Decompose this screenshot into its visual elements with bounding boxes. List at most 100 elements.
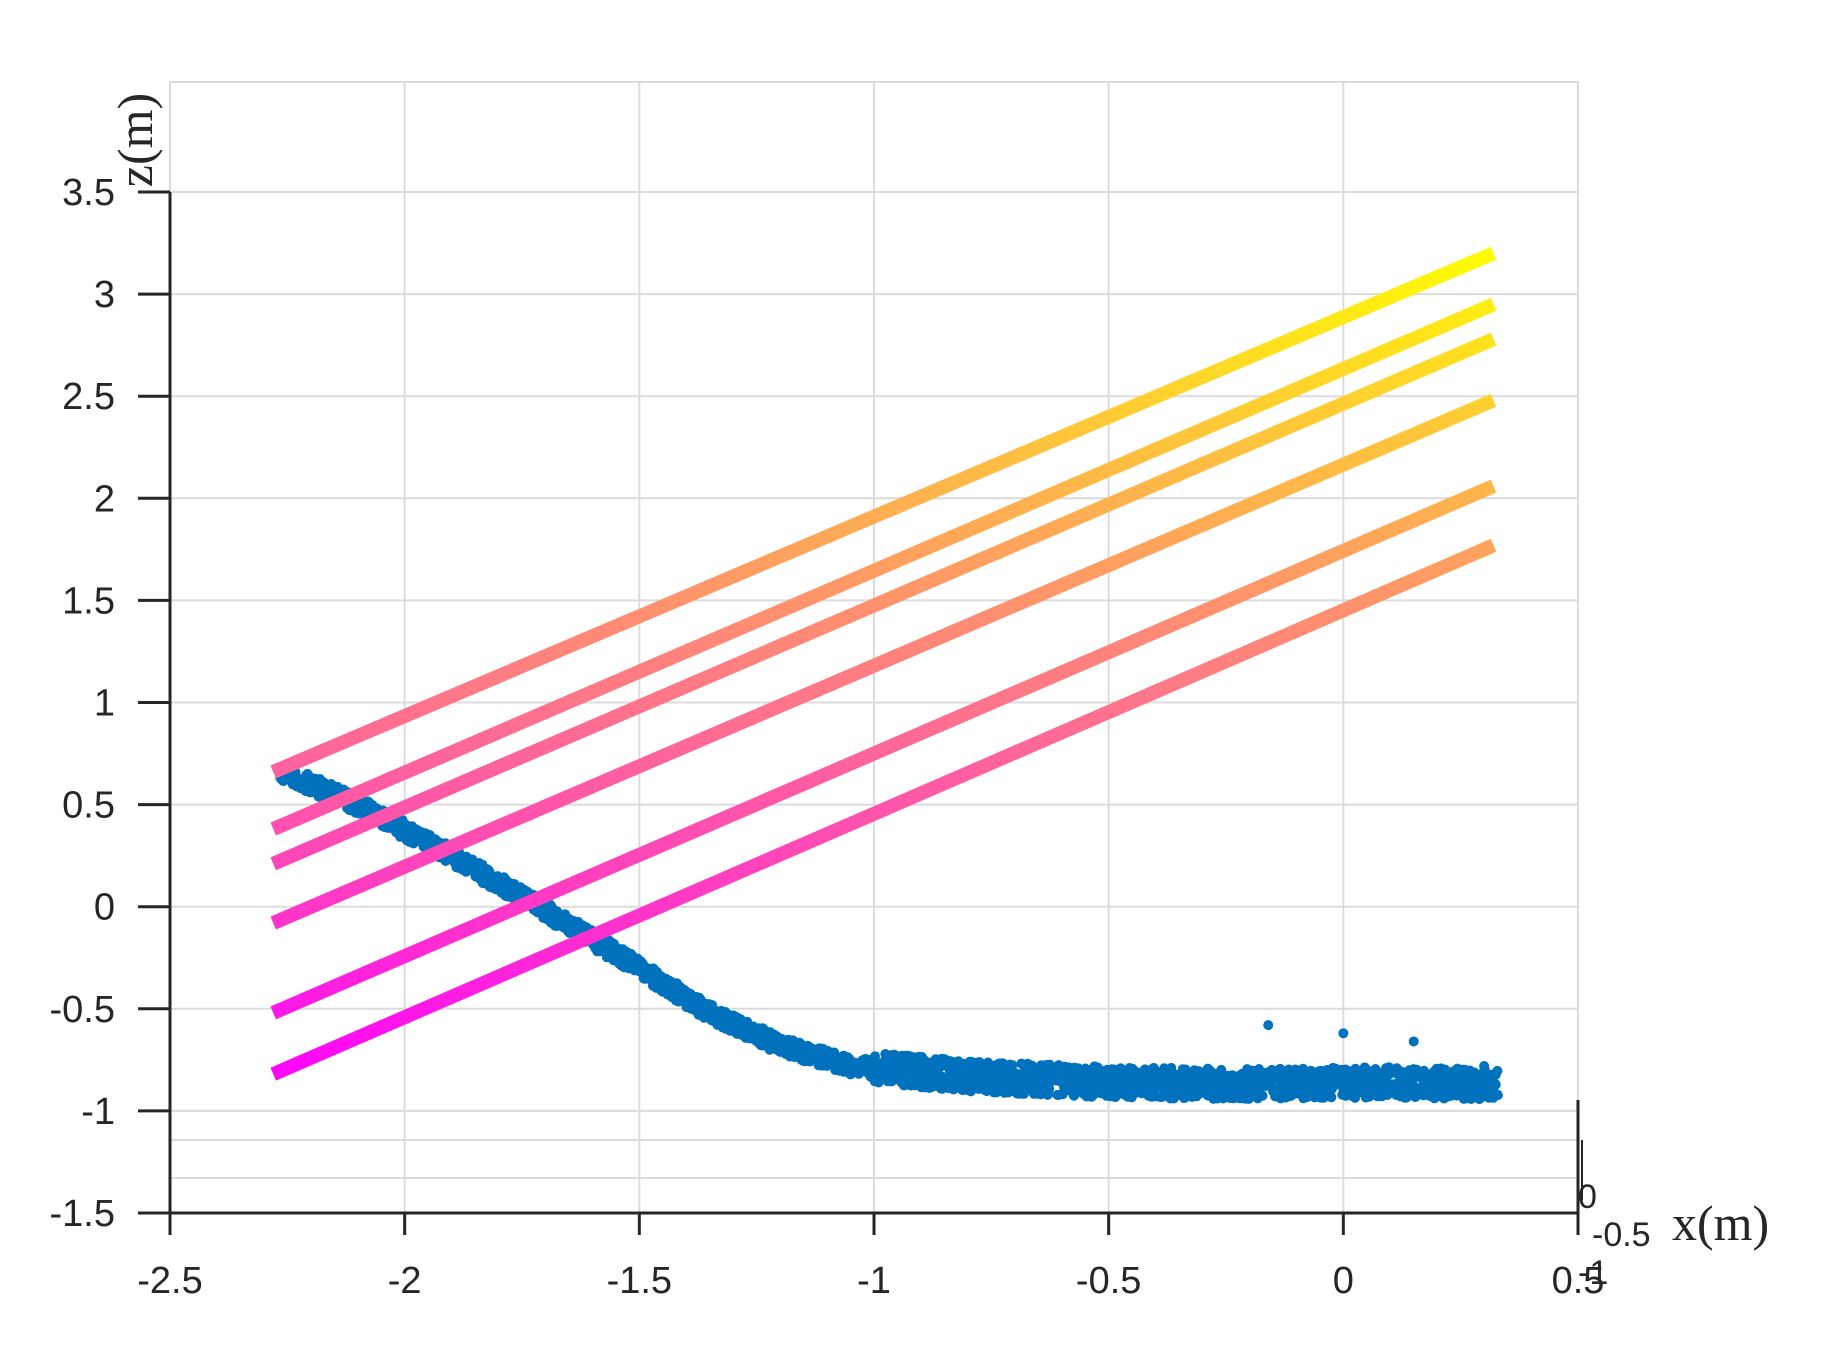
point — [919, 1055, 930, 1066]
point — [866, 1061, 877, 1072]
point — [799, 1051, 809, 1062]
point — [936, 1083, 947, 1094]
point — [622, 954, 633, 964]
point — [1070, 1082, 1081, 1093]
point — [890, 1066, 901, 1077]
point — [1075, 1067, 1085, 1078]
point — [1322, 1091, 1333, 1102]
point — [997, 1085, 1007, 1096]
point — [664, 984, 675, 995]
point — [726, 1018, 737, 1029]
point — [1044, 1076, 1055, 1087]
y-tick-label: -0.5 — [50, 989, 115, 1031]
point — [1019, 1061, 1030, 1072]
point — [768, 1041, 779, 1052]
y-tick-label: -1.5 — [50, 1193, 115, 1235]
point — [836, 1052, 847, 1063]
point — [1015, 1088, 1026, 1099]
point — [1215, 1084, 1226, 1095]
point — [1166, 1067, 1177, 1078]
point — [974, 1083, 985, 1094]
point — [560, 915, 571, 926]
point — [982, 1082, 993, 1093]
point — [1395, 1073, 1405, 1084]
point — [1375, 1083, 1385, 1094]
point — [1081, 1091, 1092, 1102]
point — [1268, 1086, 1278, 1097]
point — [907, 1075, 917, 1086]
point — [705, 1000, 716, 1010]
point — [1415, 1070, 1426, 1081]
point — [851, 1063, 862, 1074]
point — [874, 1067, 885, 1078]
depth-tick-label: -1 — [1578, 1254, 1608, 1292]
y-tick-label: 3 — [94, 274, 115, 316]
point — [1244, 1091, 1255, 1102]
point — [1119, 1071, 1130, 1082]
point — [1345, 1067, 1356, 1078]
point — [1364, 1077, 1375, 1088]
point — [1250, 1074, 1261, 1084]
x-axis-label: x(m) — [1672, 1195, 1769, 1251]
point — [1380, 1069, 1391, 1080]
point — [1151, 1091, 1161, 1102]
point — [1256, 1090, 1267, 1101]
point — [1273, 1073, 1284, 1084]
point — [950, 1071, 961, 1082]
point — [1463, 1089, 1474, 1100]
point — [1391, 1089, 1402, 1100]
point — [1338, 1028, 1349, 1039]
point — [317, 784, 328, 795]
point — [456, 861, 466, 872]
point — [970, 1069, 981, 1080]
point — [890, 1058, 901, 1069]
point — [1372, 1091, 1383, 1102]
point — [1422, 1077, 1433, 1087]
point — [1197, 1080, 1208, 1091]
point — [1358, 1071, 1369, 1082]
point — [1442, 1071, 1453, 1082]
fitted-line — [270, 479, 1497, 1020]
point — [952, 1062, 963, 1073]
point — [1059, 1062, 1070, 1073]
point — [1248, 1065, 1259, 1076]
point — [1077, 1075, 1088, 1086]
point — [1210, 1068, 1221, 1079]
point — [1459, 1064, 1470, 1075]
point — [1382, 1090, 1393, 1100]
point — [1010, 1072, 1021, 1083]
point — [678, 994, 689, 1005]
point — [609, 952, 620, 963]
y-tick-labels: -1.5 -1 -0.5 0 0.5 1 1.5 2 2.5 3 3.5 — [50, 172, 115, 1235]
x-tick-label: -1.5 — [607, 1260, 672, 1302]
point — [398, 830, 409, 841]
y-tick-label: 0.5 — [62, 785, 115, 827]
point — [965, 1082, 976, 1093]
point — [790, 1049, 801, 1060]
point — [1191, 1091, 1202, 1102]
point — [1471, 1085, 1482, 1096]
y-tick-label: -1 — [81, 1091, 115, 1133]
point — [1061, 1079, 1072, 1090]
point — [779, 1039, 790, 1050]
point — [1143, 1090, 1154, 1101]
point — [1324, 1066, 1335, 1077]
point — [638, 963, 649, 974]
point — [359, 808, 370, 819]
point — [1031, 1083, 1042, 1094]
y-tick-label: 2.5 — [62, 376, 115, 418]
point — [1212, 1093, 1223, 1104]
point — [995, 1063, 1005, 1074]
fitted-line — [270, 332, 1497, 871]
point — [936, 1074, 946, 1085]
point — [879, 1056, 890, 1067]
point — [473, 862, 484, 873]
point — [691, 1006, 702, 1017]
point — [964, 1056, 975, 1067]
point — [1296, 1090, 1307, 1101]
y-tick-label: 0 — [94, 887, 115, 929]
point — [344, 804, 355, 815]
point — [1436, 1063, 1447, 1074]
point — [1263, 1020, 1274, 1031]
point — [1449, 1081, 1460, 1092]
